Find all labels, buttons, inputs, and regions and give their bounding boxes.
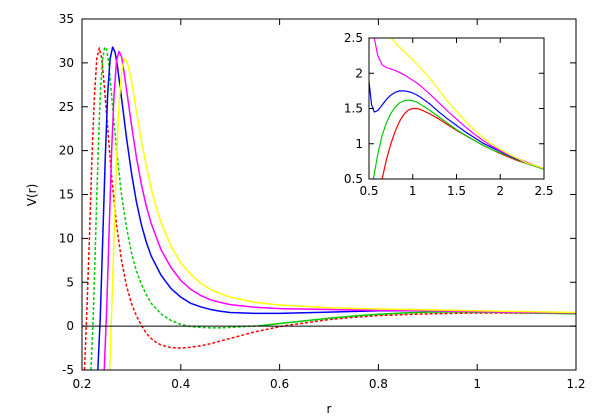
inset-series-1 xyxy=(372,99,544,179)
main-x-tick-label: 0.8 xyxy=(369,377,388,391)
inset-series-0 xyxy=(381,107,544,179)
main-y-tick-label: 35 xyxy=(59,12,74,26)
main-series-3 xyxy=(97,46,576,370)
main-axes: 0.2 0.4 0.6 0.8 1 1.2 -5 0 5 10 15 20 25 30 35 xyxy=(59,12,586,391)
inset-y-tick-label: 1 xyxy=(355,137,363,151)
inset-series-4 xyxy=(391,38,544,170)
inset-y-tick-label: 2.5 xyxy=(344,31,363,45)
inset-y-tick-label: 0.5 xyxy=(344,172,363,186)
inset-plot: 0.5 1 1.5 2 2.5 0.5 1 1.5 2 2.5 xyxy=(344,31,554,198)
main-series-2 xyxy=(259,311,576,327)
main-y-tick-label: 25 xyxy=(59,100,74,114)
x-axis-label: r xyxy=(327,402,332,416)
main-series-1 xyxy=(90,46,260,370)
inset-series-3 xyxy=(373,38,544,170)
inset-axes: 0.5 1 1.5 2 2.5 0.5 1 1.5 2 2.5 xyxy=(344,31,554,198)
main-x-tick-label: 1 xyxy=(473,377,481,391)
inset-x-tick-label: 0.5 xyxy=(359,184,378,198)
inset-y-tick-label: 1.5 xyxy=(344,102,363,116)
inset-x-tick-label: 1 xyxy=(409,184,417,198)
main-plot: 0.2 0.4 0.6 0.8 1 1.2 -5 0 5 10 15 20 25 30 35 r V(r) xyxy=(25,12,586,416)
main-series-5 xyxy=(108,57,576,370)
main-x-tick-label: 0.4 xyxy=(171,377,190,391)
main-x-tick-label: 0.6 xyxy=(270,377,289,391)
main-x-tick-label: 1.2 xyxy=(566,377,585,391)
inset-curves xyxy=(369,38,544,179)
inset-x-tick-label: 2.5 xyxy=(534,184,553,198)
inset-y-tick-label: 2 xyxy=(355,66,363,80)
main-y-tick-label: 0 xyxy=(66,319,74,333)
y-axis-label: V(r) xyxy=(25,184,39,207)
main-y-tick-label: -5 xyxy=(62,363,74,377)
main-y-tick-label: 15 xyxy=(59,188,74,202)
main-series-0 xyxy=(83,47,576,370)
inset-series-2 xyxy=(369,81,544,170)
main-series-4 xyxy=(103,50,576,370)
main-y-tick-label: 20 xyxy=(59,144,74,158)
inset-background xyxy=(369,38,544,179)
main-y-tick-label: 30 xyxy=(59,56,74,70)
main-x-tick-label: 0.2 xyxy=(72,377,91,391)
main-y-tick-label: 5 xyxy=(66,275,74,289)
inset-x-tick-label: 1.5 xyxy=(447,184,466,198)
main-curves xyxy=(83,46,576,370)
main-y-tick-label: 10 xyxy=(59,231,74,245)
inset-x-tick-label: 2 xyxy=(496,184,504,198)
